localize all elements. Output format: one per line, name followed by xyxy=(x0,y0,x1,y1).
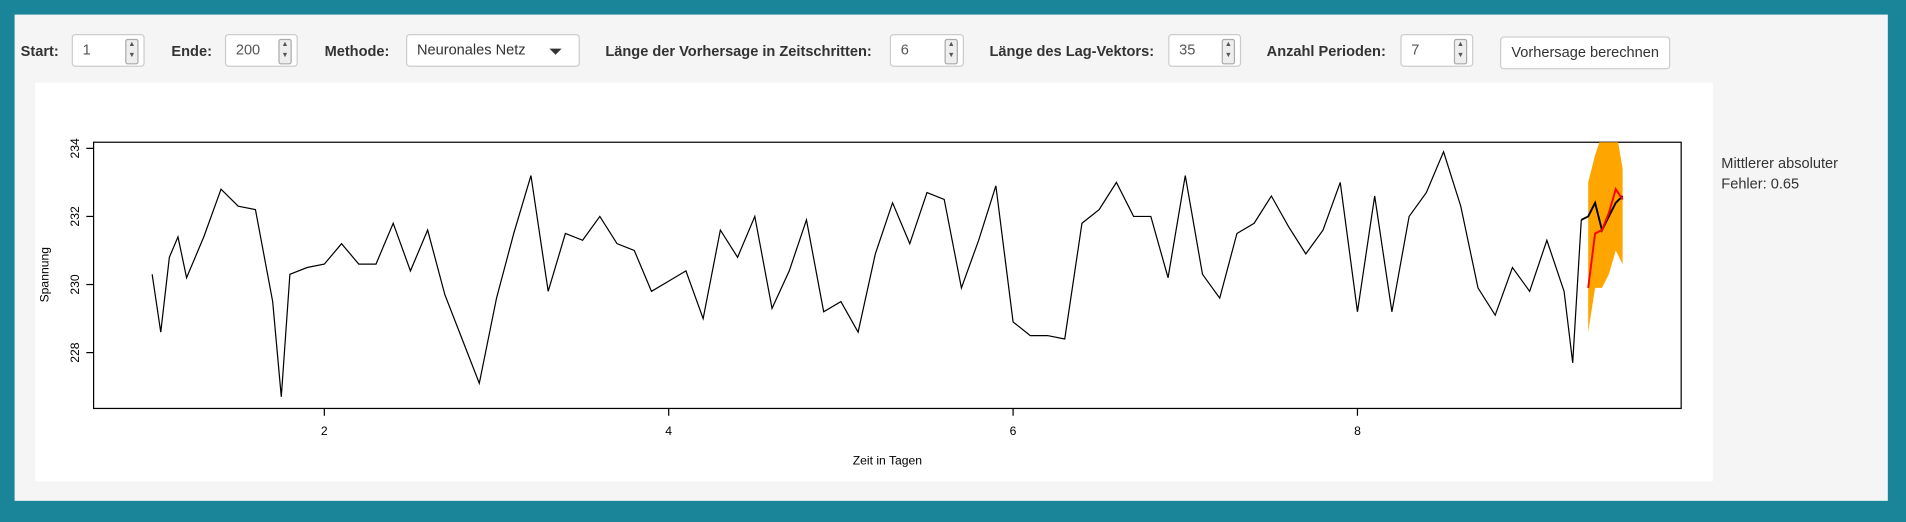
spinner[interactable]: ▲ ▼ xyxy=(1221,38,1236,65)
x-tick-label: 2 xyxy=(321,424,328,438)
number-input[interactable]: 200 ▲ ▼ xyxy=(224,34,298,67)
spinner[interactable]: ▲ ▼ xyxy=(278,38,292,65)
y-tick-label: 234 xyxy=(68,138,82,159)
x-axis-label: Zeit in Tagen xyxy=(853,453,922,467)
y-tick-label: 232 xyxy=(68,206,82,227)
control-label: Methode: xyxy=(324,42,390,60)
button[interactable]: Vorhersage berechnen xyxy=(1500,36,1671,70)
y-tick-label: 228 xyxy=(68,342,82,363)
control-label: Anzahl Perioden: xyxy=(1266,42,1386,60)
plot-background xyxy=(35,82,1713,482)
x-tick-label: 8 xyxy=(1354,424,1361,438)
control-label: Ende: xyxy=(171,42,212,60)
number-input[interactable]: 6 ▲ ▼ xyxy=(889,34,964,67)
input-value: 6 xyxy=(900,41,909,59)
control-label: Länge der Vorhersage in Zeitschritten: xyxy=(605,42,872,60)
y-axis-label: Spannung xyxy=(38,247,52,302)
number-input[interactable]: 7 ▲ ▼ xyxy=(1400,34,1474,67)
input-value: 200 xyxy=(235,41,261,59)
control-label: Start: xyxy=(20,42,59,60)
number-input[interactable]: 1 ▲ ▼ xyxy=(71,34,145,67)
input-value: Neuronales Netz xyxy=(416,41,526,59)
input-value: 1 xyxy=(82,41,91,59)
plot-area xyxy=(151,142,1624,397)
spinner[interactable]: ▲ ▼ xyxy=(944,38,958,65)
series-line xyxy=(1587,186,1624,289)
x-tick-label: 6 xyxy=(1010,424,1017,438)
dropdown-arrow xyxy=(549,48,562,55)
spinner[interactable]: ▲ ▼ xyxy=(1453,38,1468,65)
x-tick-label: 4 xyxy=(665,424,672,438)
spinner[interactable]: ▲ ▼ xyxy=(125,38,139,65)
dropdown[interactable]: Neuronales Netz xyxy=(406,34,580,67)
result-text: Mittlerer absoluter Fehler: 0.65 xyxy=(1721,154,1839,193)
plot-frame xyxy=(92,141,1682,410)
series-line xyxy=(151,149,1582,397)
forecast-band xyxy=(1588,142,1623,333)
number-input[interactable]: 35 ▲ ▼ xyxy=(1168,34,1242,67)
control-label: Länge des Lag-Vektors: xyxy=(989,42,1155,60)
input-value: 35 xyxy=(1179,41,1196,59)
input-value: 7 xyxy=(1411,41,1420,59)
y-tick-label: 230 xyxy=(68,274,82,295)
